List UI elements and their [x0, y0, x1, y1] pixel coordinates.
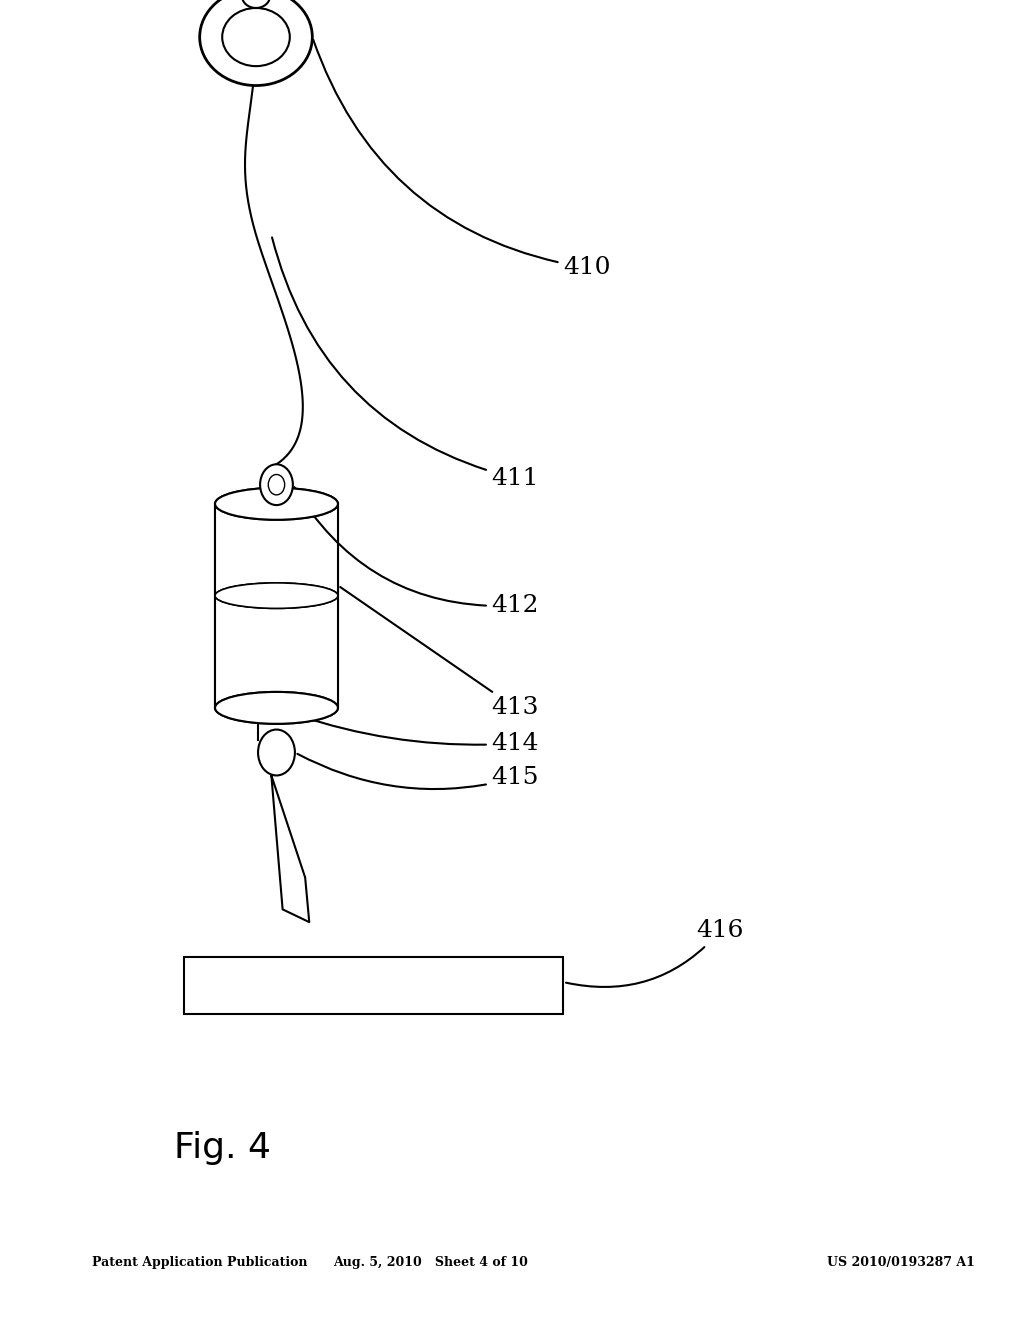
- Circle shape: [268, 474, 285, 495]
- Ellipse shape: [215, 692, 338, 723]
- Text: 414: 414: [298, 715, 539, 755]
- Text: Fig. 4: Fig. 4: [174, 1131, 271, 1164]
- Circle shape: [260, 465, 293, 506]
- Text: 413: 413: [340, 587, 539, 719]
- Text: 412: 412: [294, 487, 539, 618]
- Ellipse shape: [215, 583, 338, 609]
- Bar: [184, 957, 563, 1014]
- Text: US 2010/0193287 A1: US 2010/0193287 A1: [827, 1257, 975, 1269]
- Ellipse shape: [200, 0, 312, 86]
- Text: Aug. 5, 2010   Sheet 4 of 10: Aug. 5, 2010 Sheet 4 of 10: [333, 1257, 527, 1269]
- Text: 411: 411: [272, 238, 539, 490]
- Text: 410: 410: [313, 40, 610, 280]
- Ellipse shape: [215, 692, 338, 723]
- Text: Patent Application Publication: Patent Application Publication: [92, 1257, 307, 1269]
- Polygon shape: [271, 775, 309, 923]
- Bar: [215, 504, 338, 708]
- Polygon shape: [215, 504, 338, 708]
- Ellipse shape: [215, 488, 338, 520]
- Text: 416: 416: [566, 920, 743, 987]
- Ellipse shape: [222, 8, 290, 66]
- Text: 415: 415: [297, 754, 539, 789]
- Ellipse shape: [215, 488, 338, 520]
- Circle shape: [258, 730, 295, 775]
- Ellipse shape: [215, 583, 338, 609]
